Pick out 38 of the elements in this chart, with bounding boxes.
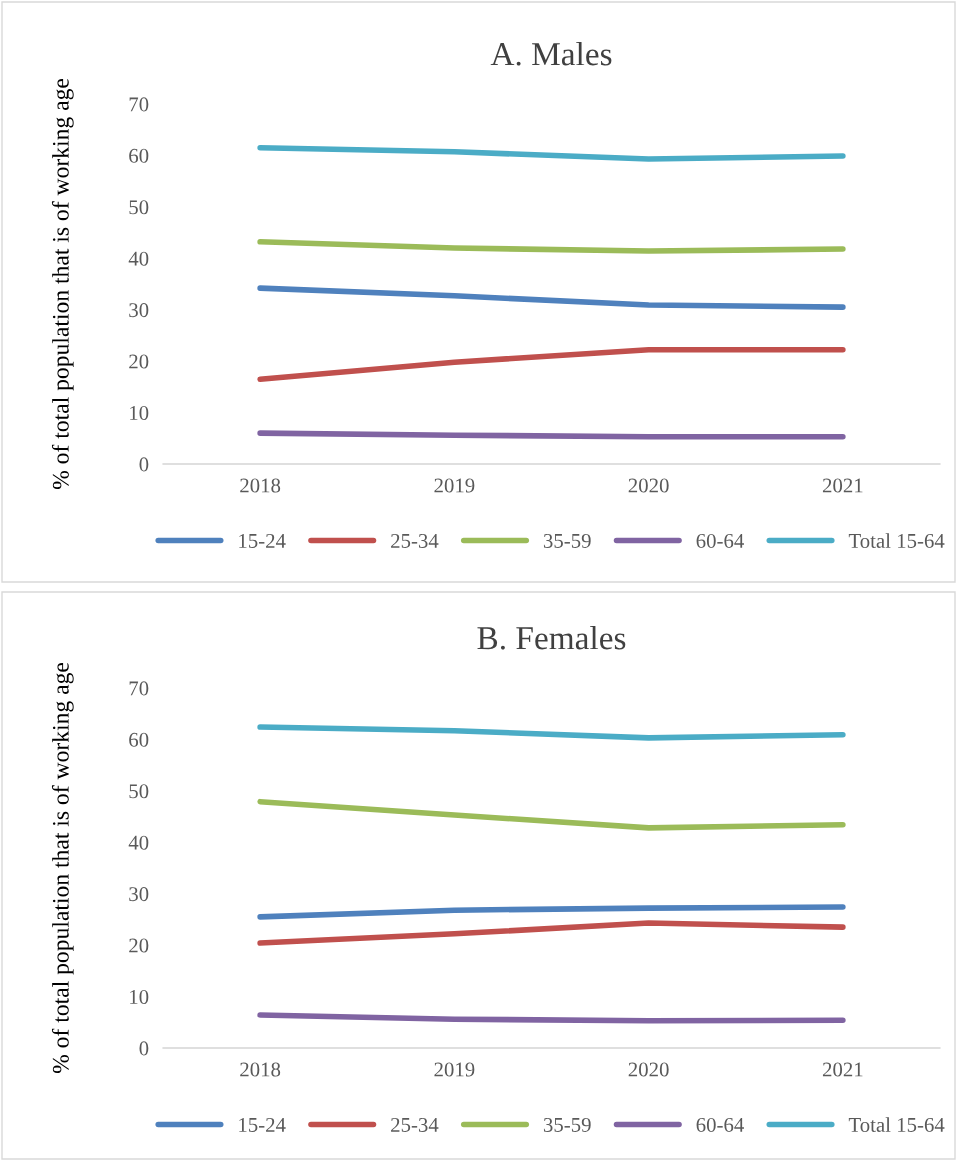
y-tick-label: 10: [130, 989, 149, 1004]
y-tick-label: 30: [129, 303, 149, 318]
y-axis-title: % of total population that is of working age: [51, 78, 74, 490]
y-tick-label: 20: [129, 354, 149, 369]
y-tick-label: 50: [129, 784, 149, 799]
y-tick-label: 40: [128, 835, 149, 850]
legend-label: 35-59: [543, 1117, 591, 1132]
y-tick-label: 60: [129, 148, 149, 163]
x-tick-label: 2021: [822, 478, 863, 493]
y-tick-label: 20: [129, 938, 149, 953]
legend-label: 25-34: [391, 1117, 439, 1132]
legend-label: Total 15-64: [848, 1117, 945, 1132]
x-tick-label: 2019: [434, 478, 475, 493]
y-tick-label: 10: [130, 405, 149, 420]
y-tick-label: 60: [129, 732, 149, 747]
legend-label: 60-64: [696, 533, 744, 548]
x-tick-label: 2018: [240, 1062, 281, 1077]
chart-title: A. Males: [490, 41, 612, 66]
legend-label: 15-24: [239, 1117, 286, 1132]
legend-label: Total 15-64: [848, 533, 945, 548]
x-tick-label: 2020: [628, 1062, 669, 1077]
legend-label: 25-34: [391, 533, 439, 548]
legend-label: 35-59: [543, 533, 591, 548]
y-tick-label: 0: [139, 1041, 149, 1056]
y-tick-label: 30: [129, 887, 149, 902]
y-axis-title: % of total population that is of working age: [51, 662, 74, 1074]
x-tick-label: 2018: [240, 478, 281, 493]
legend-label: 60-64: [696, 1117, 744, 1132]
legend-label: 15-24: [239, 533, 286, 548]
y-tick-label: 40: [128, 251, 149, 266]
x-tick-label: 2021: [822, 1062, 863, 1077]
y-tick-label: 0: [139, 457, 149, 472]
y-tick-label: 70: [129, 97, 149, 112]
y-tick-label: 70: [129, 681, 149, 696]
x-tick-label: 2019: [434, 1062, 475, 1077]
y-tick-label: 50: [129, 200, 149, 215]
chart-title: B. Females: [477, 625, 626, 650]
x-tick-label: 2020: [628, 478, 669, 493]
